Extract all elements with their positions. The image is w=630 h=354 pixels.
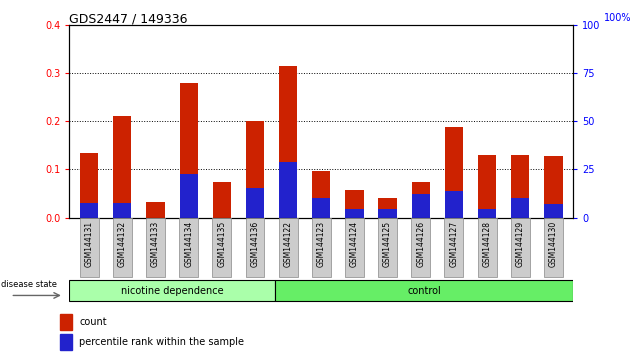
Text: percentile rank within the sample: percentile rank within the sample xyxy=(79,337,244,348)
Text: GSM144136: GSM144136 xyxy=(251,221,260,267)
Bar xyxy=(478,155,496,218)
FancyBboxPatch shape xyxy=(345,218,364,277)
Bar xyxy=(345,209,364,218)
Bar xyxy=(279,66,297,218)
Bar xyxy=(511,155,529,218)
Bar xyxy=(379,198,397,218)
Bar xyxy=(345,190,364,218)
Text: GSM144125: GSM144125 xyxy=(383,221,392,267)
Text: GSM144135: GSM144135 xyxy=(217,221,226,267)
Bar xyxy=(113,116,132,218)
Text: GSM144123: GSM144123 xyxy=(317,221,326,267)
Text: GSM144131: GSM144131 xyxy=(84,221,94,267)
FancyBboxPatch shape xyxy=(511,218,530,277)
Text: GDS2447 / 149336: GDS2447 / 149336 xyxy=(69,12,188,25)
Text: GSM144129: GSM144129 xyxy=(516,221,525,267)
FancyBboxPatch shape xyxy=(212,218,231,277)
Bar xyxy=(80,203,98,218)
Bar xyxy=(411,194,430,218)
Bar xyxy=(246,188,264,218)
Bar xyxy=(180,174,198,218)
FancyBboxPatch shape xyxy=(69,280,275,302)
Bar xyxy=(411,182,430,218)
Bar xyxy=(213,182,231,218)
Text: GSM144122: GSM144122 xyxy=(284,221,293,267)
Bar xyxy=(445,191,463,218)
FancyBboxPatch shape xyxy=(445,218,464,277)
Text: GSM144132: GSM144132 xyxy=(118,221,127,267)
Bar xyxy=(279,162,297,218)
FancyBboxPatch shape xyxy=(113,218,132,277)
Text: GSM144134: GSM144134 xyxy=(184,221,193,267)
Bar xyxy=(544,156,563,218)
Text: GSM144127: GSM144127 xyxy=(449,221,459,267)
Bar xyxy=(478,209,496,218)
FancyBboxPatch shape xyxy=(478,218,496,277)
Text: disease state: disease state xyxy=(1,280,57,289)
Text: GSM144124: GSM144124 xyxy=(350,221,359,267)
Bar xyxy=(312,171,330,218)
Bar xyxy=(246,121,264,218)
FancyBboxPatch shape xyxy=(378,218,397,277)
Text: 100%: 100% xyxy=(604,13,630,23)
Text: nicotine dependence: nicotine dependence xyxy=(121,286,224,296)
FancyBboxPatch shape xyxy=(275,280,573,302)
Bar xyxy=(180,82,198,218)
Text: count: count xyxy=(79,317,107,327)
FancyBboxPatch shape xyxy=(246,218,265,277)
FancyBboxPatch shape xyxy=(179,218,198,277)
FancyBboxPatch shape xyxy=(312,218,331,277)
FancyBboxPatch shape xyxy=(278,218,297,277)
Bar xyxy=(113,203,132,218)
FancyBboxPatch shape xyxy=(544,218,563,277)
Text: GSM144133: GSM144133 xyxy=(151,221,160,267)
FancyBboxPatch shape xyxy=(80,218,99,277)
Text: GSM144126: GSM144126 xyxy=(416,221,425,267)
Text: GSM144130: GSM144130 xyxy=(549,221,558,267)
Bar xyxy=(80,153,98,218)
Bar xyxy=(60,334,72,350)
FancyBboxPatch shape xyxy=(146,218,165,277)
Text: control: control xyxy=(407,286,441,296)
FancyBboxPatch shape xyxy=(411,218,430,277)
Bar xyxy=(511,198,529,218)
Bar xyxy=(379,209,397,218)
Bar xyxy=(312,198,330,218)
Text: GSM144128: GSM144128 xyxy=(483,221,491,267)
Bar xyxy=(146,202,164,218)
Bar xyxy=(544,204,563,218)
Bar xyxy=(445,127,463,218)
Bar xyxy=(60,314,72,330)
